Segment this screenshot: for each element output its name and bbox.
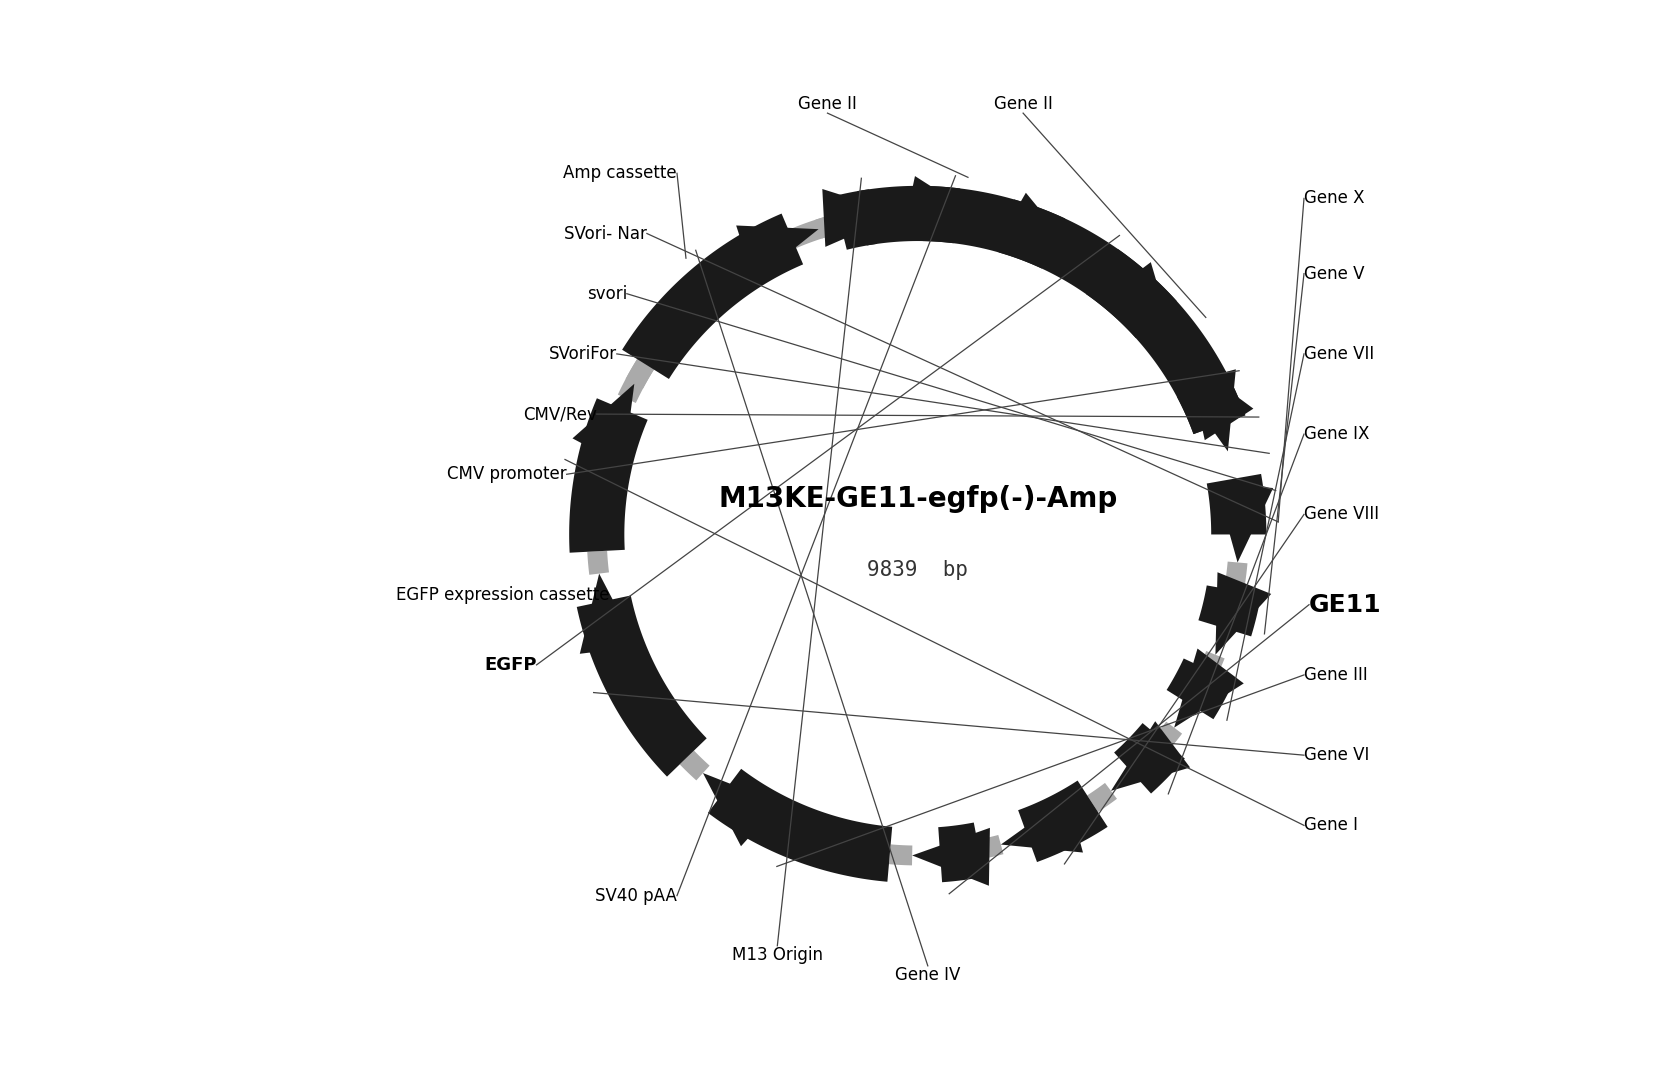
- Text: Gene VII: Gene VII: [1303, 345, 1373, 363]
- Text: CMV/Rev: CMV/Rev: [522, 405, 596, 424]
- Text: Gene II: Gene II: [993, 95, 1052, 113]
- Text: Amp cassette: Amp cassette: [562, 164, 677, 182]
- Polygon shape: [1110, 721, 1190, 791]
- Polygon shape: [679, 750, 709, 781]
- Polygon shape: [857, 186, 1065, 269]
- Polygon shape: [900, 204, 924, 224]
- Polygon shape: [1206, 474, 1266, 535]
- Text: M13 Origin: M13 Origin: [732, 945, 822, 964]
- Text: 9839  bp: 9839 bp: [867, 560, 968, 579]
- Polygon shape: [626, 359, 654, 389]
- Polygon shape: [1215, 572, 1270, 654]
- Polygon shape: [922, 186, 960, 243]
- Polygon shape: [569, 399, 647, 553]
- Polygon shape: [1085, 249, 1245, 435]
- Polygon shape: [998, 199, 1176, 338]
- Polygon shape: [997, 193, 1078, 256]
- Text: Gene IV: Gene IV: [895, 966, 960, 983]
- Polygon shape: [1017, 781, 1107, 862]
- Polygon shape: [1087, 783, 1117, 812]
- Polygon shape: [735, 225, 819, 281]
- Polygon shape: [912, 828, 990, 885]
- Polygon shape: [702, 773, 779, 846]
- Text: Gene I: Gene I: [1303, 817, 1358, 834]
- Text: Gene IX: Gene IX: [1303, 425, 1368, 443]
- Polygon shape: [572, 383, 634, 466]
- Text: SVori- Nar: SVori- Nar: [564, 224, 647, 243]
- Polygon shape: [938, 822, 983, 882]
- Text: svori: svori: [586, 284, 626, 303]
- Polygon shape: [579, 574, 637, 653]
- Polygon shape: [1165, 335, 1228, 428]
- Polygon shape: [617, 212, 847, 403]
- Text: Gene VI: Gene VI: [1303, 746, 1368, 764]
- Text: CMV promoter: CMV promoter: [446, 465, 566, 484]
- Polygon shape: [1198, 586, 1260, 636]
- Polygon shape: [587, 551, 609, 575]
- Text: Gene VIII: Gene VIII: [1303, 505, 1378, 524]
- Polygon shape: [1223, 562, 1246, 592]
- Polygon shape: [1155, 722, 1181, 747]
- Polygon shape: [889, 844, 912, 866]
- Polygon shape: [1113, 723, 1185, 794]
- Polygon shape: [1173, 649, 1243, 727]
- Text: GE11: GE11: [1308, 592, 1381, 616]
- Polygon shape: [622, 213, 802, 379]
- Text: EGFP: EGFP: [484, 656, 536, 674]
- Polygon shape: [822, 189, 900, 247]
- Polygon shape: [1186, 359, 1253, 440]
- Polygon shape: [834, 189, 877, 249]
- Polygon shape: [902, 176, 983, 233]
- Text: SVoriFor: SVoriFor: [549, 345, 616, 363]
- Text: Gene X: Gene X: [1303, 189, 1364, 207]
- Polygon shape: [982, 211, 1008, 235]
- Polygon shape: [977, 835, 1003, 859]
- Polygon shape: [1180, 369, 1235, 451]
- Polygon shape: [1103, 262, 1173, 341]
- Polygon shape: [1215, 482, 1273, 562]
- Text: SV40 pAA: SV40 pAA: [594, 886, 677, 905]
- Text: EGFP expression cassette: EGFP expression cassette: [396, 586, 609, 603]
- Polygon shape: [1000, 796, 1082, 853]
- Text: Gene V: Gene V: [1303, 265, 1364, 283]
- Polygon shape: [1200, 651, 1225, 674]
- Text: Gene III: Gene III: [1303, 665, 1366, 684]
- Polygon shape: [576, 596, 706, 776]
- Polygon shape: [1073, 248, 1107, 280]
- Polygon shape: [707, 769, 892, 882]
- Text: M13KE-GE11-egfp(-)-Amp: M13KE-GE11-egfp(-)-Amp: [717, 486, 1117, 513]
- Polygon shape: [844, 209, 864, 231]
- Polygon shape: [1166, 659, 1233, 719]
- Text: Gene II: Gene II: [797, 95, 857, 113]
- Polygon shape: [815, 213, 842, 238]
- Polygon shape: [1176, 371, 1245, 435]
